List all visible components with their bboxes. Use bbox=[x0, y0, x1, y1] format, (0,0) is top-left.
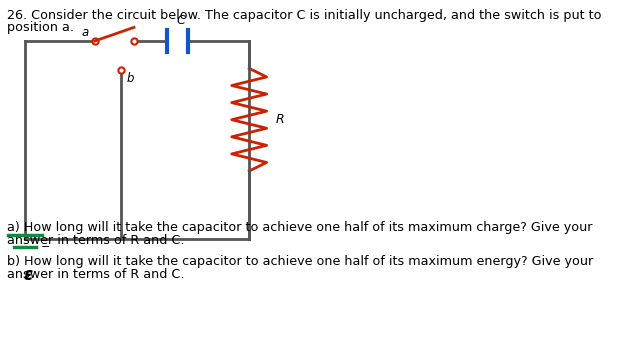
Text: answer in terms of R and C.: answer in terms of R and C. bbox=[7, 234, 185, 247]
Text: 26. Consider the circuit below. The capacitor C is initially uncharged, and the : 26. Consider the circuit below. The capa… bbox=[7, 9, 602, 22]
Text: position a.: position a. bbox=[7, 21, 75, 34]
Text: R: R bbox=[276, 113, 285, 126]
Text: −: − bbox=[41, 242, 50, 252]
Text: answer in terms of R and C.: answer in terms of R and C. bbox=[7, 268, 185, 281]
Text: a: a bbox=[82, 26, 89, 39]
Text: b) How long will it take the capacitor to achieve one half of its maximum energy: b) How long will it take the capacitor t… bbox=[7, 255, 594, 268]
Text: a) How long will it take the capacitor to achieve one half of its maximum charge: a) How long will it take the capacitor t… bbox=[7, 221, 593, 234]
Text: ε: ε bbox=[24, 266, 32, 284]
Text: C: C bbox=[176, 13, 185, 27]
Text: b: b bbox=[126, 72, 134, 85]
